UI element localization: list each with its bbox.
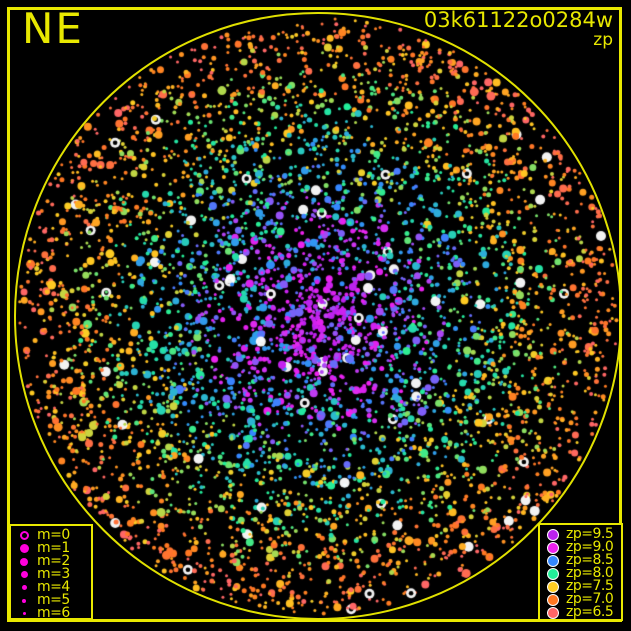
zp-legend-label: zp=6.5 [566,604,614,620]
zp-swatch-8 [540,567,566,580]
zp-swatch-8-5 [540,554,566,567]
zp-legend-row: zp=7.0 [540,591,621,607]
zp-legend-row: zp=9.5 [540,526,621,542]
zp-dot-icon [547,567,559,580]
magnitude-dot-icon [20,571,28,578]
magnitude-dot-icon [20,557,28,566]
zp-legend: zp=9.5 zp=9.0 zp=8.5 zp=8.0 zp=7.5 zp=7.0 zp=6… [538,523,623,621]
magnitude-legend-row: m=1 [11,540,91,556]
magnitude-dot-icon [22,598,26,603]
magnitude-marker-2 [11,557,37,566]
magnitude-dot-icon [19,531,29,540]
zp-dot-icon [547,580,559,593]
magnitude-legend-label: m=1 [37,540,70,556]
title-block: 03k61122o0284w zp [424,9,613,50]
magnitude-legend-label: m=0 [37,527,70,543]
zp-legend-row: zp=9.0 [540,539,621,555]
zp-dot-icon [547,528,559,541]
zp-swatch-7-5 [540,580,566,593]
zp-swatch-9 [540,541,566,554]
zp-legend-label: zp=8.0 [566,565,614,581]
magnitude-dot-icon [19,544,29,553]
magnitude-marker-3 [11,571,37,578]
magnitude-legend-label: m=5 [37,592,70,608]
magnitude-legend-label: m=4 [37,579,70,595]
zp-legend-row: zp=6.5 [540,604,621,620]
magnitude-dot-icon [21,585,27,590]
zp-legend-label: zp=7.5 [566,578,614,594]
magnitude-marker-6 [11,612,37,615]
zp-dot-icon [547,541,559,554]
zp-legend-label: zp=9.0 [566,539,614,555]
direction-label: NE [22,4,84,53]
magnitude-legend-row: m=0 [11,527,91,543]
magnitude-legend-label: m=2 [37,553,70,569]
magnitude-legend-row: m=6 [11,605,91,621]
magnitude-marker-5 [11,598,37,603]
zp-legend-row: zp=8.5 [540,552,621,568]
zp-dot-icon [547,593,559,606]
magnitude-legend-label: m=6 [37,605,70,621]
magnitude-legend: m=0 m=1 m=2 m=3 m=4 m=5 m=6 [9,524,93,620]
zp-dot-icon [547,606,559,619]
zp-dot-icon [547,554,559,567]
magnitude-marker-1 [11,544,37,553]
zp-legend-label: zp=8.5 [566,552,614,568]
zp-legend-row: zp=8.0 [540,565,621,581]
magnitude-legend-row: m=3 [11,566,91,582]
magnitude-dot-icon [22,612,26,615]
zp-legend-label: zp=7.0 [566,591,614,607]
zp-swatch-6-5 [540,606,566,619]
magnitude-marker-4 [11,585,37,590]
magnitude-legend-row: m=4 [11,579,91,595]
zp-legend-label: zp=9.5 [566,526,614,542]
magnitude-legend-row: m=2 [11,553,91,569]
image-id-label: 03k61122o0284w [423,8,613,32]
magnitude-marker-0 [11,531,37,540]
zp-legend-row: zp=7.5 [540,578,621,594]
zp-swatch-9-5 [540,528,566,541]
colorbar-variable-label: zp [593,30,613,51]
magnitude-legend-label: m=3 [37,566,70,582]
zp-swatch-7 [540,593,566,606]
magnitude-legend-row: m=5 [11,592,91,608]
